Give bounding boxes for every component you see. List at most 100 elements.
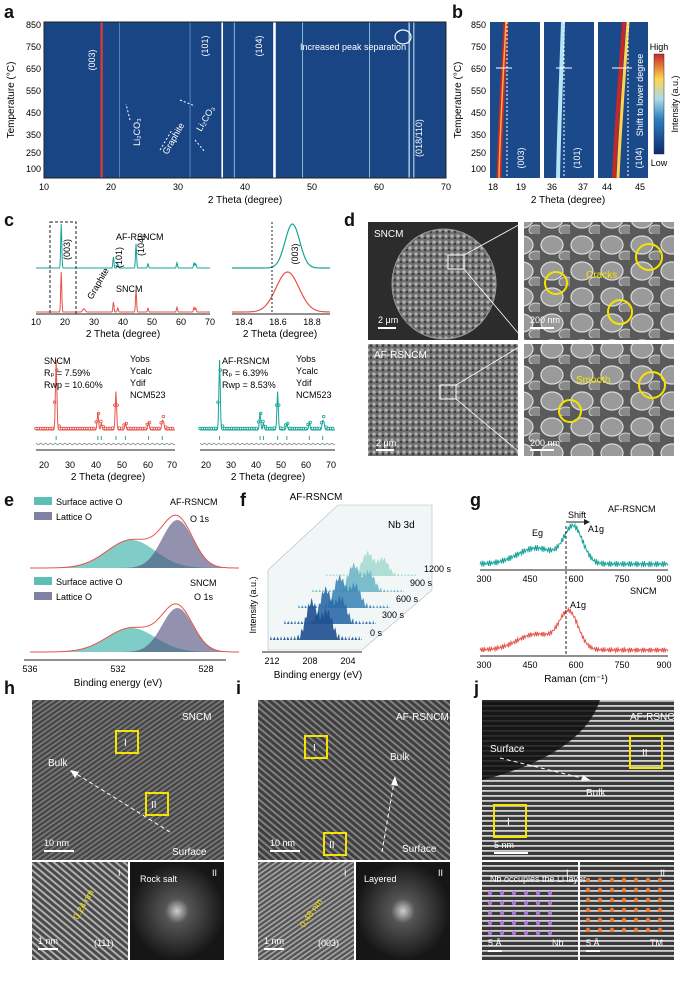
panel-j-haadf: AF-RSNCM Surface Bulk II I 5 nm 5 Å 5 Å …	[482, 700, 683, 960]
c-ref-point	[256, 420, 261, 424]
c-ref-right-legend: Ydif	[296, 378, 312, 388]
j-nb-dot	[547, 900, 553, 906]
c-ref-xtick: 40	[251, 460, 261, 470]
d-scale: 2 μm	[378, 315, 398, 325]
c-ref-right-xlabel: 2 Theta (degree)	[231, 472, 305, 483]
c-ref-point	[322, 414, 326, 419]
b-xtick: 37	[578, 182, 588, 192]
c-ref-point	[92, 426, 96, 431]
h-tem-main	[32, 700, 224, 860]
f-spectrum	[270, 597, 362, 640]
j-nb-dot	[499, 890, 505, 896]
f-time-label: 900 s	[410, 578, 433, 588]
panel-letter-a: a	[4, 2, 15, 22]
g-xtick: 300	[476, 660, 491, 670]
j-inset-scale: 5 Å	[488, 938, 502, 948]
b-xtick: 45	[635, 182, 645, 192]
j-nb-dot	[511, 920, 517, 926]
c-ref-right-legend: NCM523	[296, 390, 332, 400]
b-xtick: 36	[547, 182, 557, 192]
c-xticks: 10 20 30 40 50 60 70	[31, 317, 215, 327]
g-xtick: 600	[568, 660, 583, 670]
heatmap-a-streak	[119, 22, 121, 178]
c-label-sncm: SNCM	[116, 284, 143, 294]
j-inset-mark-1: I	[566, 868, 569, 878]
j-nb-dot	[487, 920, 493, 926]
c-ref-point	[157, 426, 161, 431]
j-tm-dot	[633, 887, 639, 893]
j-tm-dot	[621, 907, 627, 913]
e-top-lattice-peak	[30, 520, 239, 568]
e-top-name: AF-RSNCM	[170, 497, 218, 507]
h-inset-scale: 1 nm	[38, 936, 58, 946]
panel-letter-f: f	[240, 490, 247, 510]
j-nb-dot	[487, 890, 493, 896]
g-shift: Shift	[568, 510, 587, 520]
c-xlabel: 2 Theta (degree)	[86, 329, 160, 340]
j-nb-dot	[535, 900, 541, 906]
a-ytick: 250	[26, 148, 41, 158]
heatmap-a-streak	[233, 22, 235, 178]
j-nb-dot	[511, 930, 517, 936]
f-spectrum	[298, 574, 390, 608]
f-time-label: 1200 s	[424, 564, 452, 574]
j-tm-dot	[585, 887, 591, 893]
d-note-smooth: Smooth	[576, 375, 610, 386]
j-box2-label: II	[642, 748, 648, 759]
c-ref-point	[283, 423, 288, 427]
j-nb-dot	[511, 910, 517, 916]
c-ref-point	[254, 426, 258, 431]
j-tm-dot	[585, 897, 591, 903]
e-xlabel: Binding energy (eV)	[74, 678, 162, 689]
f-time-label: 0 s	[370, 628, 383, 638]
h-box2-label: II	[151, 800, 157, 811]
c-graphite: Graphite	[85, 266, 111, 301]
j-tm-dot	[585, 927, 591, 933]
panel-letter-g: g	[470, 490, 481, 510]
j-tm-dot	[633, 877, 639, 883]
c-refinement-sncm	[34, 359, 176, 446]
a-peak-003: (003)	[87, 49, 97, 70]
a-peak-018-110: (018/110)	[414, 119, 424, 157]
i-tem-main	[258, 700, 450, 860]
f-xtick: 208	[302, 656, 317, 666]
heatmap-a-streak	[221, 22, 224, 178]
b-peak-003: (003)	[516, 147, 526, 168]
i-inset-scale: 1 nm	[264, 936, 284, 946]
d-particle	[391, 228, 497, 340]
a-ytick: 350	[26, 130, 41, 140]
j-tm-dot	[597, 917, 603, 923]
b-peak-101: (101)	[572, 147, 582, 168]
a-yticks: 850 750 650 550 450 350 250 100	[26, 20, 41, 174]
panel-letter-h: h	[4, 678, 15, 698]
j-nb-dot	[523, 900, 529, 906]
b-colorbar-low: Low	[651, 158, 668, 168]
panel-letter-c: c	[4, 210, 14, 230]
c-ref-left-rwp: Rwp = 10.60%	[44, 380, 103, 390]
j-nb-dot	[499, 930, 505, 936]
a-xlabel: 2 Theta (degree)	[208, 195, 282, 206]
f-spectrum	[312, 562, 404, 592]
b-sub-101	[544, 22, 594, 178]
c-refinement-af	[198, 359, 336, 446]
h-scale: 10 nm	[44, 838, 69, 848]
d-smooth-marker	[638, 371, 666, 399]
g-af-name: AF-RSNCM	[608, 504, 656, 514]
heatmap-a-streak	[302, 22, 304, 178]
j-nb-dot	[487, 900, 493, 906]
i-surface: Surface	[402, 844, 437, 855]
c-zoom-af	[232, 223, 331, 269]
panel-i-tem: AF-RSNCM Bulk Surface I II 10 nm 1 nm (0…	[258, 700, 450, 960]
c-ref-point	[94, 420, 98, 424]
c-ref-point	[110, 426, 115, 430]
panel-letter-d: d	[344, 210, 355, 230]
d-sem-af-zoom	[524, 344, 674, 456]
c-ref-point	[214, 426, 218, 430]
j-tm-dot	[633, 927, 639, 933]
c-zoom-xtick: 18.8	[303, 317, 321, 327]
a-separation-marker	[394, 29, 412, 45]
h-surface: Surface	[172, 847, 207, 858]
panel-letter-e: e	[4, 490, 14, 510]
c-label-af: AF-RSNCM	[116, 232, 164, 242]
